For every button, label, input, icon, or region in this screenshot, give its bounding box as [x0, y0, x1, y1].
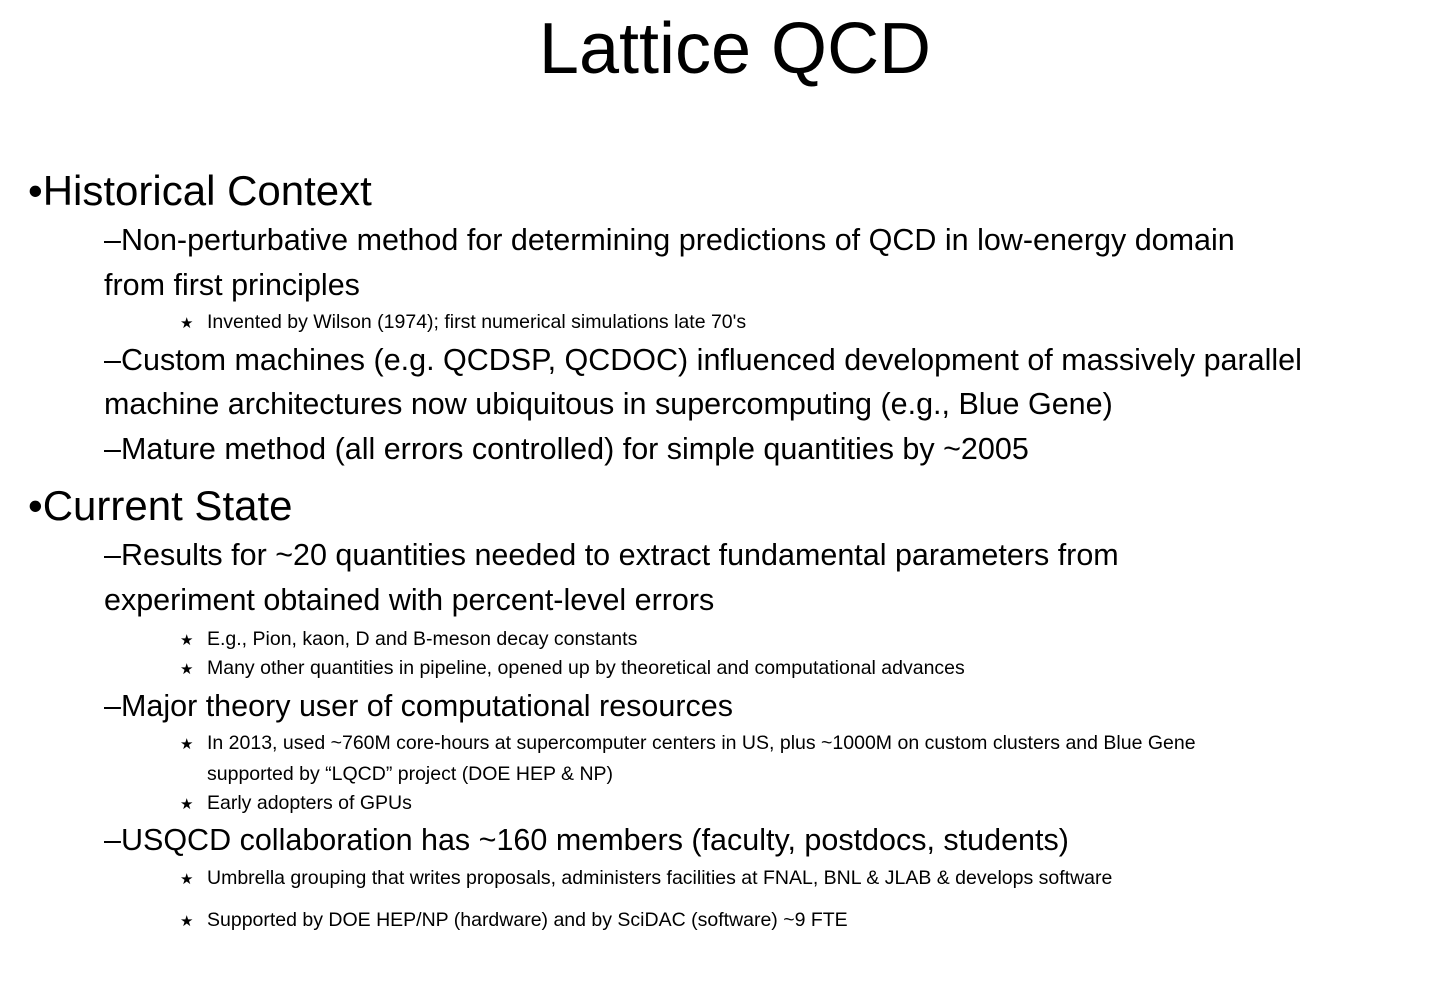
list-item-custom-machines: –Custom machines (e.g. QCDSP, QCDOC) inf… [104, 338, 1302, 383]
sub-item-wilson: ★ Invented by Wilson (1974); first numeri… [180, 307, 746, 339]
bullet: • [28, 482, 43, 529]
star-icon: ★ [180, 736, 194, 753]
list-item-text: Custom machines (e.g. QCDSP, QCDOC) infl… [120, 343, 1302, 377]
list-item-usqcd: –USQCD collaboration has ~160 members (f… [104, 818, 1069, 863]
dash: – [104, 689, 121, 723]
sub-item-text: Early adopters of GPUs [207, 792, 412, 814]
dash: – [104, 343, 121, 377]
dash: – [104, 538, 121, 572]
list-item-continuation: experiment obtained with percent-level e… [104, 583, 715, 617]
list-item-text: Mature method (all errors controlled) fo… [120, 432, 1029, 466]
list-item-text: Major theory user of computational resou… [120, 689, 733, 723]
section-heading-historical-context: •Historical Context [28, 166, 372, 216]
sub-item-text: E.g., Pion, kaon, D and B-meson decay co… [207, 628, 638, 650]
sub-item-text: Invented by Wilson (1974); first numeric… [207, 311, 747, 333]
dash: – [104, 432, 121, 466]
sub-item-text: Many other quantities in pipeline, opene… [207, 657, 965, 679]
list-item-text: Results for ~20 quantities needed to ext… [120, 538, 1119, 572]
star-icon: ★ [180, 913, 194, 930]
sub-item-text: Supported by DOE HEP/NP (hardware) and b… [207, 909, 848, 931]
sub-item-decay-constants: ★ E.g., Pion, kaon, D and B-meson decay c… [180, 624, 637, 656]
list-item-results: –Results for ~20 quantities needed to ex… [104, 533, 1119, 578]
dash: – [104, 823, 121, 857]
star-icon: ★ [180, 661, 194, 678]
star-icon: ★ [180, 632, 194, 649]
star-icon: ★ [180, 871, 194, 888]
sub-item-text: Umbrella grouping that writes proposals,… [207, 867, 1113, 889]
dash: – [104, 223, 121, 257]
sub-item-text: In 2013, used ~760M core-hours at superc… [207, 732, 1196, 754]
list-item-text: Non-perturbative method for determining … [120, 223, 1235, 257]
list-item-mature-method: –Mature method (all errors controlled) f… [104, 427, 1029, 472]
section-heading-current-state: •Current State [28, 481, 293, 531]
sub-item-core-hours: ★ In 2013, used ~760M core-hours at super… [180, 728, 1196, 760]
list-item-continuation: machine architectures now ubiquitous in … [104, 387, 1113, 421]
section-heading-text: Current State [42, 482, 293, 529]
sub-item-umbrella: ★ Umbrella grouping that writes proposals… [180, 863, 1112, 895]
list-item-continuation: from first principles [104, 268, 360, 302]
sub-item-continuation: supported by “LQCD” project (DOE HEP & N… [207, 763, 614, 785]
list-item-major-user: –Major theory user of computational reso… [104, 684, 733, 729]
sub-item-supported: ★ Supported by DOE HEP/NP (hardware) and … [180, 905, 848, 937]
section-heading-text: Historical Context [42, 167, 372, 214]
star-icon: ★ [180, 315, 194, 332]
list-item-nonperturbative: –Non-perturbative method for determining… [104, 218, 1235, 263]
slide-title: Lattice QCD [538, 9, 932, 89]
list-item-text: USQCD collaboration has ~160 members (fa… [120, 823, 1069, 857]
sub-item-other-quantities: ★ Many other quantities in pipeline, open… [180, 653, 965, 685]
sub-item-gpus: ★ Early adopters of GPUs [180, 788, 412, 820]
bullet: • [28, 167, 43, 214]
star-icon: ★ [180, 796, 194, 813]
